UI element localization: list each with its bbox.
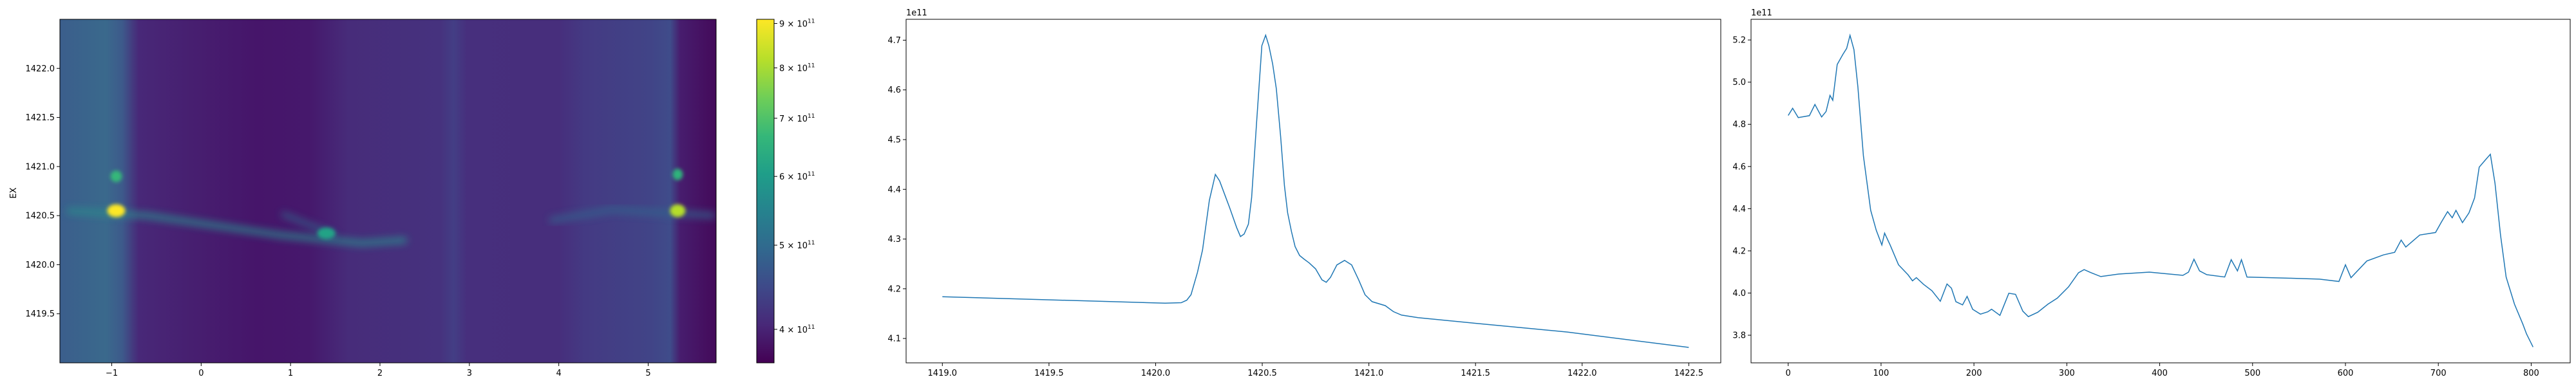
profile-y-ticks: 3.8 4.0 4.2 4.4 4.6 4.8 5.0 5.2 [1732,36,1751,341]
heatmap-y-ticks: 1419.5 1420.0 1420.5 1421.0 1421.5 1422.0 [26,64,60,319]
hotspot [670,204,686,217]
spectrum-offset-label: 1e11 [906,8,927,18]
heatmap-x-ticks: −1 0 1 2 3 4 5 [106,363,651,378]
spectrum-frame [905,19,1721,363]
hotspot [317,227,336,239]
x-tick-label: 0 [198,369,204,378]
x-tick-label: 0 [1786,369,1791,378]
spectrum-y-ticks: 4.1 4.2 4.3 4.4 4.5 4.6 4.7 [887,36,906,344]
x-tick-label: 1419.5 [1034,369,1064,378]
x-tick-label: 5 [645,369,650,378]
x-tick-label: −1 [106,369,118,378]
x-tick-label: 4 [556,369,562,378]
y-tick-label: 1421.0 [26,162,55,172]
colorbar-ticks: 4 × 1011 5 × 1011 6 × 1011 7 × 1011 8 × 1011… [774,18,815,335]
heatmap-image [60,19,716,363]
hotspot [672,169,683,181]
colorbar-tick-label: 8 × 1011 [779,63,815,74]
x-tick-label: 700 [2430,369,2447,378]
spectrum-line [942,33,1689,348]
x-tick-label: 1421.5 [1461,369,1490,378]
y-tick-label: 4.1 [887,335,901,344]
x-tick-label: 800 [2523,369,2539,378]
y-tick-label: 3.8 [1732,331,1746,341]
heatmap-background [60,19,716,363]
y-tick-label: 4.2 [1732,246,1746,256]
y-tick-label: 4.4 [1732,205,1746,214]
colorbar [756,19,775,363]
y-tick-label: 1422.0 [26,64,55,74]
y-tick-label: 1421.5 [26,113,55,123]
spectrum-panel: 1e11 1419.0 1419.5 1420.0 1420.5 1421.0 1421.… [887,8,1721,378]
y-tick-label: 5.0 [1732,78,1746,87]
y-tick-label: 4.6 [1732,162,1746,172]
hotspot [110,170,122,183]
x-tick-label: 300 [2059,369,2075,378]
y-tick-label: 1419.5 [26,309,55,319]
profile-x-ticks: 0 100 200 300 400 500 600 700 800 [1786,363,2539,378]
colorbar-tick-label: 7 × 1011 [779,113,815,124]
x-tick-label: 1420.5 [1247,369,1277,378]
y-tick-label: 4.2 [887,284,901,294]
x-tick-label: 400 [2152,369,2168,378]
heatmap-frame [59,19,717,363]
heatmap-y-label: EX [9,187,19,198]
colorbar-tick-label: 6 × 1011 [779,171,815,182]
colorbar-tick-label: 9 × 1011 [779,18,815,29]
profile-panel: 1e11 0 100 200 300 400 500 600 700 800 3.8 4.0 4.2… [1732,8,2571,378]
y-tick-label: 5.2 [1732,36,1746,46]
heatmap-panel: −1 0 1 2 3 4 5 1419.51420.01420.51421.01421.51… [9,18,815,378]
x-tick-label: 1422.5 [1674,369,1704,378]
x-tick-label: 500 [2244,369,2260,378]
y-tick-label: 4.8 [1732,120,1746,130]
x-tick-label: 2 [377,369,383,378]
y-tick-label: 4.0 [1732,289,1746,299]
y-tick-label: 4.4 [887,185,901,195]
profile-line [1788,33,2533,347]
y-tick-label: 4.7 [887,36,901,46]
x-tick-label: 1422.0 [1567,369,1597,378]
y-tick-label: 4.6 [887,86,901,95]
y-tick-label: 1420.5 [26,212,55,221]
hotspot [107,204,126,217]
x-tick-label: 200 [1966,369,1982,378]
x-tick-label: 100 [1873,369,1889,378]
profile-offset-label: 1e11 [1751,8,1772,18]
y-tick-label: 4.5 [887,136,901,145]
x-tick-label: 1420.0 [1141,369,1171,378]
x-tick-label: 1 [288,369,293,378]
x-tick-label: 1419.0 [928,369,958,378]
x-tick-label: 600 [2338,369,2354,378]
y-tick-label: 1420.0 [26,261,55,270]
colorbar-tick-label: 5 × 1011 [779,240,815,251]
y-tick-label: 4.3 [887,235,901,244]
profile-frame [1750,19,2571,363]
x-tick-label: 3 [467,369,472,378]
spectrum-x-ticks: 1419.0 1419.5 1420.0 1420.5 1421.0 1421.5 1422… [928,363,1704,378]
heatmap-features [66,161,715,246]
colorbar-tick-label: 4 × 1011 [779,324,815,335]
x-tick-label: 1421.0 [1354,369,1384,378]
